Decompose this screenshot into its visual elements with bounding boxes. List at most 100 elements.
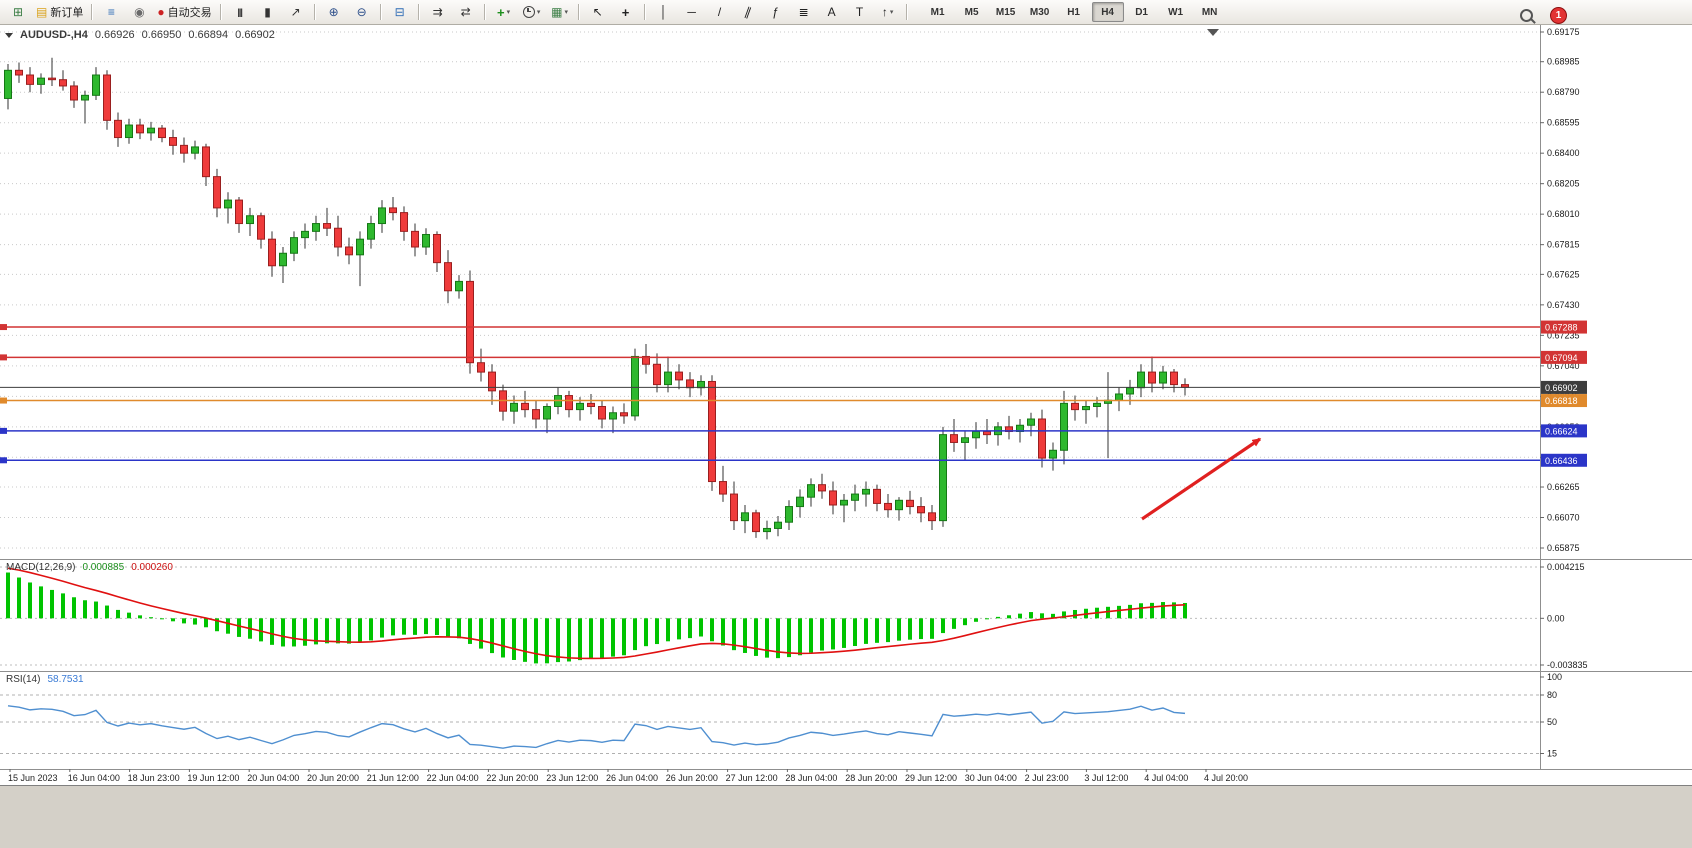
candle[interactable] <box>147 121 155 141</box>
candle[interactable] <box>840 494 848 523</box>
timeframe-h1[interactable]: H1 <box>1067 6 1080 18</box>
candle[interactable] <box>290 231 298 262</box>
zoom-in-button[interactable]: ⊕ <box>321 1 347 23</box>
time-axis[interactable]: 15 Jun 2023 16 Jun 04:00 18 Jun 23:00 19 Ju… <box>8 769 1248 783</box>
candle[interactable] <box>664 356 672 393</box>
candle[interactable] <box>92 67 100 101</box>
candle[interactable] <box>1049 442 1057 471</box>
candle[interactable] <box>994 422 1002 446</box>
candle[interactable] <box>598 400 606 429</box>
candle[interactable] <box>1159 365 1167 390</box>
candle[interactable] <box>323 207 331 237</box>
candle[interactable] <box>59 70 67 91</box>
search-button[interactable] <box>1513 4 1539 26</box>
candle[interactable] <box>125 118 133 144</box>
arrows-tool-button[interactable]: ↑ ▾ <box>875 1 901 23</box>
candle[interactable] <box>829 481 837 515</box>
candle[interactable] <box>312 215 320 241</box>
candle[interactable] <box>587 393 595 415</box>
candle[interactable] <box>510 395 518 424</box>
indicators-button[interactable]: + ▾ <box>491 1 517 23</box>
candle[interactable] <box>532 400 540 429</box>
candle[interactable] <box>103 70 111 130</box>
candle[interactable] <box>224 192 232 224</box>
timeframe-m5[interactable]: M5 <box>964 6 979 18</box>
candle[interactable] <box>268 231 276 277</box>
candle[interactable] <box>818 473 826 499</box>
candle[interactable] <box>422 228 430 255</box>
strategy-tester-button[interactable]: ◉ <box>126 1 152 23</box>
candle[interactable] <box>631 348 639 421</box>
chart-shift-marker[interactable] <box>1207 29 1219 36</box>
candle[interactable] <box>301 223 309 249</box>
candle[interactable] <box>279 247 287 283</box>
candle[interactable] <box>389 196 397 221</box>
candle[interactable] <box>191 140 199 160</box>
chart-shift-button[interactable]: ⇄ <box>453 1 479 23</box>
candle[interactable] <box>136 118 144 140</box>
candle[interactable] <box>1060 390 1068 465</box>
candle[interactable] <box>180 137 188 163</box>
candle[interactable] <box>873 484 881 512</box>
candle[interactable] <box>895 497 903 521</box>
line-chart-mode-button[interactable]: ↗ <box>283 1 309 23</box>
candle[interactable] <box>642 343 650 374</box>
auto-scroll-button[interactable]: ⇉ <box>425 1 451 23</box>
candle[interactable] <box>917 497 925 523</box>
candle[interactable] <box>499 384 507 421</box>
trend-arrow-annotation[interactable] <box>1141 437 1262 521</box>
shapes-button[interactable]: ≣ <box>791 1 817 23</box>
timeframe-h4[interactable]: H4 <box>1091 2 1124 22</box>
timeframe-w1[interactable]: W1 <box>1168 6 1184 18</box>
candle[interactable] <box>345 237 353 265</box>
candle[interactable] <box>796 489 804 518</box>
chart-menu-icon[interactable] <box>5 32 13 38</box>
timeframe-mn[interactable]: MN <box>1201 6 1218 18</box>
candle[interactable] <box>1005 415 1013 440</box>
candle[interactable] <box>807 478 815 507</box>
candle[interactable] <box>466 270 474 374</box>
candle[interactable] <box>411 223 419 257</box>
timeframe-m30[interactable]: M30 <box>1029 6 1050 18</box>
candle[interactable] <box>653 353 661 393</box>
candle[interactable] <box>1137 364 1145 398</box>
candle[interactable] <box>697 375 705 396</box>
channel-button[interactable]: ∥ <box>735 1 761 23</box>
candle[interactable] <box>774 515 782 537</box>
candle[interactable] <box>851 484 859 512</box>
text-tool-button[interactable]: A <box>819 1 845 23</box>
candle[interactable] <box>1071 395 1079 421</box>
candle[interactable] <box>675 364 683 390</box>
candle[interactable] <box>741 505 749 534</box>
candle[interactable] <box>26 67 34 93</box>
autotrading-button[interactable]: ● 自动交易 <box>154 1 214 23</box>
candle[interactable] <box>1104 372 1112 459</box>
candle[interactable] <box>785 500 793 531</box>
candle[interactable] <box>950 419 958 452</box>
crosshair-button[interactable]: + <box>613 1 639 23</box>
new-order-button[interactable]: ▤ 新订单 <box>33 1 86 23</box>
chart-canvas[interactable]: 0.69175 0.68985 0.68790 0.68595 0.68400 0.682… <box>0 25 1692 785</box>
candle[interactable] <box>114 112 122 147</box>
candle[interactable] <box>565 390 573 418</box>
candle[interactable] <box>884 494 892 518</box>
fibonacci-button[interactable]: ƒ <box>763 1 789 23</box>
periods-button[interactable]: ▾ <box>519 1 545 23</box>
candle[interactable] <box>246 207 254 237</box>
candle[interactable] <box>257 212 265 249</box>
label-tool-button[interactable]: T <box>847 1 873 23</box>
candle[interactable] <box>928 505 936 531</box>
candle[interactable] <box>939 426 947 527</box>
cursor-button[interactable]: ↖ <box>585 1 611 23</box>
candle[interactable] <box>488 364 496 405</box>
vertical-line-button[interactable]: │ <box>651 1 677 23</box>
candle[interactable] <box>609 406 617 434</box>
candle[interactable] <box>455 275 463 299</box>
candle[interactable] <box>158 125 166 143</box>
candle[interactable] <box>81 90 89 124</box>
market-watch-button[interactable]: ≡ <box>98 1 124 23</box>
notification-badge[interactable]: 1 <box>1550 6 1567 24</box>
horizontal-line-button[interactable]: ─ <box>679 1 705 23</box>
candle[interactable] <box>444 250 452 304</box>
candle[interactable] <box>686 372 694 398</box>
